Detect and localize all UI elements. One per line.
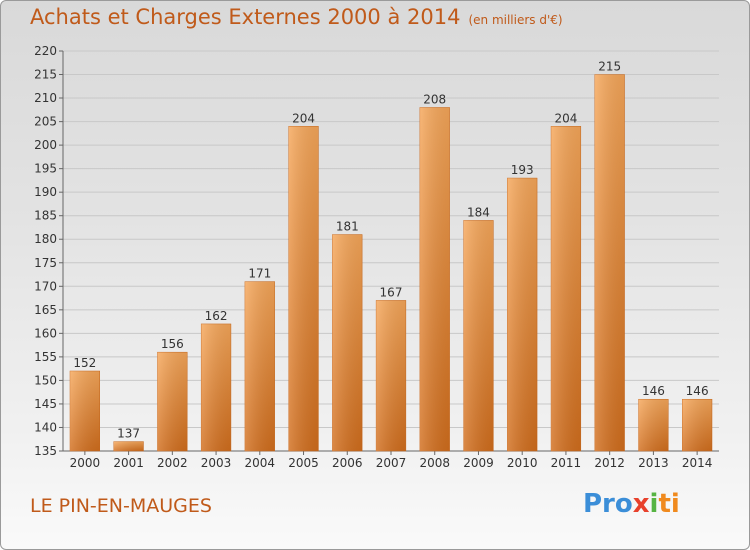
value-label: 167 (380, 285, 403, 299)
x-tick-label: 2007 (376, 456, 407, 470)
value-label: 181 (336, 220, 359, 234)
y-tick-label: 200 (34, 138, 57, 152)
bar-shade-2014 (682, 399, 713, 451)
value-label: 162 (205, 309, 228, 323)
bar-layer (69, 74, 713, 452)
value-label: 152 (73, 356, 96, 370)
x-tick-label: 2001 (113, 456, 144, 470)
x-tick-label: 2014 (682, 456, 713, 470)
value-label: 193 (511, 163, 534, 177)
bar-shade-2002 (157, 352, 188, 451)
y-tick-label: 205 (34, 115, 57, 129)
y-tick-label: 175 (34, 256, 57, 270)
y-tick-label: 215 (34, 68, 57, 82)
y-tick-label: 195 (34, 162, 57, 176)
y-tick-label: 170 (34, 279, 57, 293)
x-tick-label: 2010 (507, 456, 538, 470)
chart-title-text: Achats et Charges Externes 2000 à 2014 (30, 5, 461, 29)
y-tick-label: 165 (34, 303, 57, 317)
value-label: 184 (467, 205, 490, 219)
bar-shade-2012 (594, 74, 625, 451)
x-tick-label: 2003 (201, 456, 232, 470)
bar-shade-2006 (332, 234, 363, 451)
x-tick-label: 2005 (288, 456, 319, 470)
value-label: 171 (248, 267, 271, 281)
x-tick-label: 2012 (594, 456, 625, 470)
x-tick-label: 2002 (157, 456, 188, 470)
y-tick-label: 140 (34, 420, 57, 434)
x-tick-label: 2009 (463, 456, 494, 470)
y-tick-label: 160 (34, 326, 57, 340)
bar-shade-2001 (113, 441, 144, 451)
x-tick-label: 2013 (638, 456, 669, 470)
place-name: LE PIN-EN-MAUGES (30, 495, 212, 517)
value-label: 204 (292, 111, 315, 125)
value-label: 208 (423, 92, 446, 106)
bar-shade-2011 (551, 126, 581, 451)
proxiti-logo: Proxiti (583, 489, 680, 519)
bar-shade-2009 (463, 220, 494, 451)
logo-part-3: i (649, 489, 659, 519)
label-layer: 152 137 156 162 171 204 181 167 208 184 193 204 215 1… (73, 60, 708, 441)
value-label: 215 (598, 60, 621, 74)
y-tick-label: 220 (34, 44, 57, 58)
x-tick-label: 2011 (551, 456, 582, 470)
y-tick-label: 185 (34, 209, 57, 223)
bar-shade-2008 (419, 107, 450, 452)
chart-subtitle: (en milliers d'€) (468, 13, 563, 27)
bar-shade-2000 (69, 371, 100, 451)
x-tick-label: 2000 (70, 456, 101, 470)
y-tick-label: 155 (34, 350, 57, 364)
value-label: 204 (554, 111, 577, 125)
value-label: 156 (161, 337, 184, 351)
logo-part-1: Pro (583, 489, 633, 519)
bar-shade-2013 (638, 399, 669, 451)
bar-shade-2004 (244, 281, 275, 451)
chart-title: Achats et Charges Externes 2000 à 2014 (e… (30, 5, 563, 29)
bar-shade-2005 (288, 126, 319, 451)
y-tick-label: 190 (34, 185, 57, 199)
y-tick-label: 210 (34, 91, 57, 105)
logo-part-2: x (632, 489, 650, 519)
x-tick-label: 2008 (419, 456, 450, 470)
value-label: 146 (686, 384, 709, 398)
bar-shade-2010 (507, 178, 538, 451)
x-tick-label: 2006 (332, 456, 363, 470)
y-tick-label: 180 (34, 232, 57, 246)
value-label: 137 (117, 427, 140, 441)
x-tick-label: 2004 (245, 456, 276, 470)
logo-part-4: ti (658, 489, 680, 519)
bar-shade-2007 (376, 300, 406, 451)
value-label: 146 (642, 384, 665, 398)
y-tick-label: 145 (34, 397, 57, 411)
y-tick-label: 135 (34, 444, 57, 458)
bar-shade-2003 (201, 323, 231, 451)
y-tick-label: 150 (34, 373, 57, 387)
